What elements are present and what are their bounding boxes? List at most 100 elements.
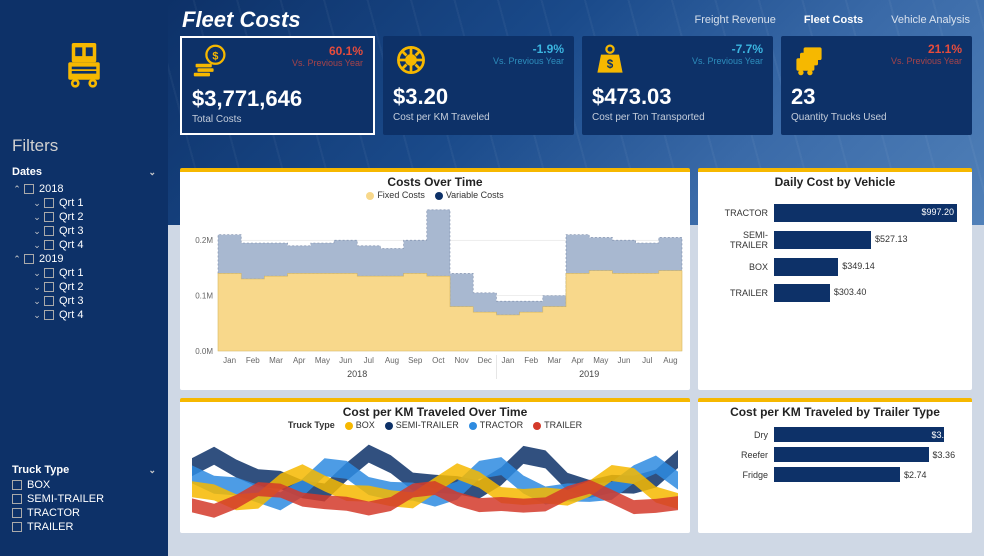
- kpi-delta: -7.7%Vs. Previous Year: [692, 42, 763, 66]
- checkbox[interactable]: [44, 296, 54, 306]
- svg-text:Dec: Dec: [478, 356, 492, 365]
- chart-title: Cost per KM Traveled Over Time: [180, 402, 690, 420]
- kpi-card[interactable]: $ 60.1%Vs. Previous Year $3,771,646 Tota…: [180, 36, 375, 135]
- bar-row: BOX $349.14: [708, 258, 958, 276]
- bar-value: $2.74: [904, 470, 927, 480]
- quarter-row[interactable]: ⌄Qrt 2: [12, 280, 168, 294]
- chart-legend: Fixed Costs Variable Costs: [180, 190, 690, 203]
- chart-title: Costs Over Time: [180, 172, 690, 190]
- filter-trucktype-header[interactable]: Truck Type⌄: [0, 458, 168, 478]
- checkbox[interactable]: [12, 508, 22, 518]
- quarter-row[interactable]: ⌄Qrt 3: [12, 294, 168, 308]
- checkbox[interactable]: [12, 522, 22, 532]
- dates-tree: ⌃2018⌄Qrt 1⌄Qrt 2⌄Qrt 3⌄Qrt 4⌃2019⌄Qrt 1…: [0, 180, 168, 330]
- kpi-row: $ 60.1%Vs. Previous Year $3,771,646 Tota…: [168, 36, 984, 135]
- kpi-label: Quantity Trucks Used: [791, 112, 962, 123]
- main: Fleet Costs Freight Revenue Fleet Costs Ve…: [168, 0, 984, 556]
- svg-text:Jun: Jun: [618, 356, 631, 365]
- chart-legend: Truck TypeBOXSEMI-TRAILERTRACTORTRAILER: [180, 420, 690, 433]
- checkbox[interactable]: [44, 198, 54, 208]
- logo: [0, 0, 168, 128]
- checkbox[interactable]: [44, 212, 54, 222]
- kpi-value: 23: [791, 84, 962, 110]
- svg-text:Jan: Jan: [502, 356, 515, 365]
- bar: [774, 467, 900, 482]
- bar-label: TRACTOR: [708, 208, 774, 218]
- checkbox[interactable]: [24, 184, 34, 194]
- legend-item: Fixed Costs: [366, 190, 425, 200]
- bar-row: Fridge $2.74: [708, 467, 958, 482]
- checkbox[interactable]: [44, 310, 54, 320]
- svg-text:$: $: [607, 58, 614, 71]
- bar-row: TRACTOR $997.20: [708, 204, 958, 222]
- svg-text:0.1M: 0.1M: [195, 292, 213, 301]
- svg-text:Feb: Feb: [246, 356, 260, 365]
- trucktype-list: BOXSEMI-TRAILERTRACTORTRAILER: [0, 478, 168, 542]
- kpi-value: $3,771,646: [192, 86, 363, 112]
- quarter-row[interactable]: ⌄Qrt 4: [12, 238, 168, 252]
- svg-text:Jan: Jan: [223, 356, 236, 365]
- bar-value: $997.20: [921, 207, 954, 217]
- svg-text:Sep: Sep: [408, 356, 423, 365]
- bar: [774, 427, 944, 442]
- checkbox[interactable]: [12, 480, 22, 490]
- checkbox[interactable]: [44, 268, 54, 278]
- kpi-delta: 21.1%Vs. Previous Year: [891, 42, 962, 66]
- bar-row: SEMI-TRAILER $527.13: [708, 230, 958, 250]
- bar-label: Dry: [708, 430, 774, 440]
- checkbox[interactable]: [12, 494, 22, 504]
- km-chart: [180, 433, 690, 528]
- daily-cost-bars: TRACTOR $997.20 SEMI-TRAILER $527.13 BOX…: [698, 190, 972, 318]
- bar: [774, 447, 929, 462]
- trailer-bars: Dry $3.70 Reefer $3.36 Fridge $2.74: [698, 420, 972, 495]
- card-daily-cost: Daily Cost by Vehicle TRACTOR $997.20 SE…: [698, 168, 972, 390]
- nav-tab[interactable]: Fleet Costs: [804, 14, 863, 26]
- chevron-down-icon: ⌄: [148, 465, 156, 476]
- kpi-delta: -1.9%Vs. Previous Year: [493, 42, 564, 66]
- filter-dates-header[interactable]: Dates⌄: [0, 160, 168, 180]
- nav-tab[interactable]: Vehicle Analysis: [891, 14, 970, 26]
- checkbox[interactable]: [44, 240, 54, 250]
- checkbox[interactable]: [44, 282, 54, 292]
- checkbox[interactable]: [44, 226, 54, 236]
- legend-item: TRAILER: [533, 420, 582, 430]
- year-row[interactable]: ⌃2019: [12, 252, 168, 266]
- quarter-row[interactable]: ⌄Qrt 1: [12, 196, 168, 210]
- kpi-label: Cost per KM Traveled: [393, 112, 564, 123]
- quarter-row[interactable]: ⌄Qrt 2: [12, 210, 168, 224]
- svg-text:Jun: Jun: [339, 356, 352, 365]
- year-row[interactable]: ⌃2018: [12, 182, 168, 196]
- card-cost-per-km: Cost per KM Traveled Over Time Truck Typ…: [180, 398, 690, 533]
- quarter-row[interactable]: ⌄Qrt 1: [12, 266, 168, 280]
- kpi-label: Cost per Ton Transported: [592, 112, 763, 123]
- trucktype-row[interactable]: TRAILER: [12, 520, 156, 534]
- bar-row: TRAILER $303.40: [708, 284, 958, 302]
- svg-text:Aug: Aug: [385, 356, 399, 365]
- svg-text:0.0M: 0.0M: [195, 347, 213, 356]
- costs-chart: 0.0M0.1M0.2MJanFebMarAprMayJunJulAugSepO…: [180, 203, 690, 383]
- weight-icon: $: [592, 42, 628, 78]
- bar-row: Dry $3.70: [708, 427, 958, 442]
- trucks-icon: [791, 42, 827, 78]
- bar: [774, 284, 830, 302]
- svg-text:Jul: Jul: [364, 356, 374, 365]
- svg-text:May: May: [593, 356, 608, 365]
- page-title: Fleet Costs: [182, 7, 301, 33]
- svg-text:Feb: Feb: [524, 356, 538, 365]
- legend-item: Variable Costs: [435, 190, 504, 200]
- quarter-row[interactable]: ⌄Qrt 4: [12, 308, 168, 322]
- nav-tab[interactable]: Freight Revenue: [694, 14, 775, 26]
- trucktype-row[interactable]: BOX: [12, 478, 156, 492]
- kpi-card[interactable]: 21.1%Vs. Previous Year 23 Quantity Truck…: [781, 36, 972, 135]
- quarter-row[interactable]: ⌄Qrt 3: [12, 224, 168, 238]
- svg-text:Mar: Mar: [548, 356, 562, 365]
- trucktype-row[interactable]: SEMI-TRAILER: [12, 492, 156, 506]
- kpi-card[interactable]: $ -7.7%Vs. Previous Year $473.03 Cost pe…: [582, 36, 773, 135]
- bar-label: Fridge: [708, 470, 774, 480]
- checkbox[interactable]: [24, 254, 34, 264]
- trucktype-row[interactable]: TRACTOR: [12, 506, 156, 520]
- kpi-card[interactable]: -1.9%Vs. Previous Year $3.20 Cost per KM…: [383, 36, 574, 135]
- bar: [774, 231, 871, 249]
- svg-text:Aug: Aug: [663, 356, 677, 365]
- card-costs-over-time: Costs Over Time Fixed Costs Variable Cost…: [180, 168, 690, 390]
